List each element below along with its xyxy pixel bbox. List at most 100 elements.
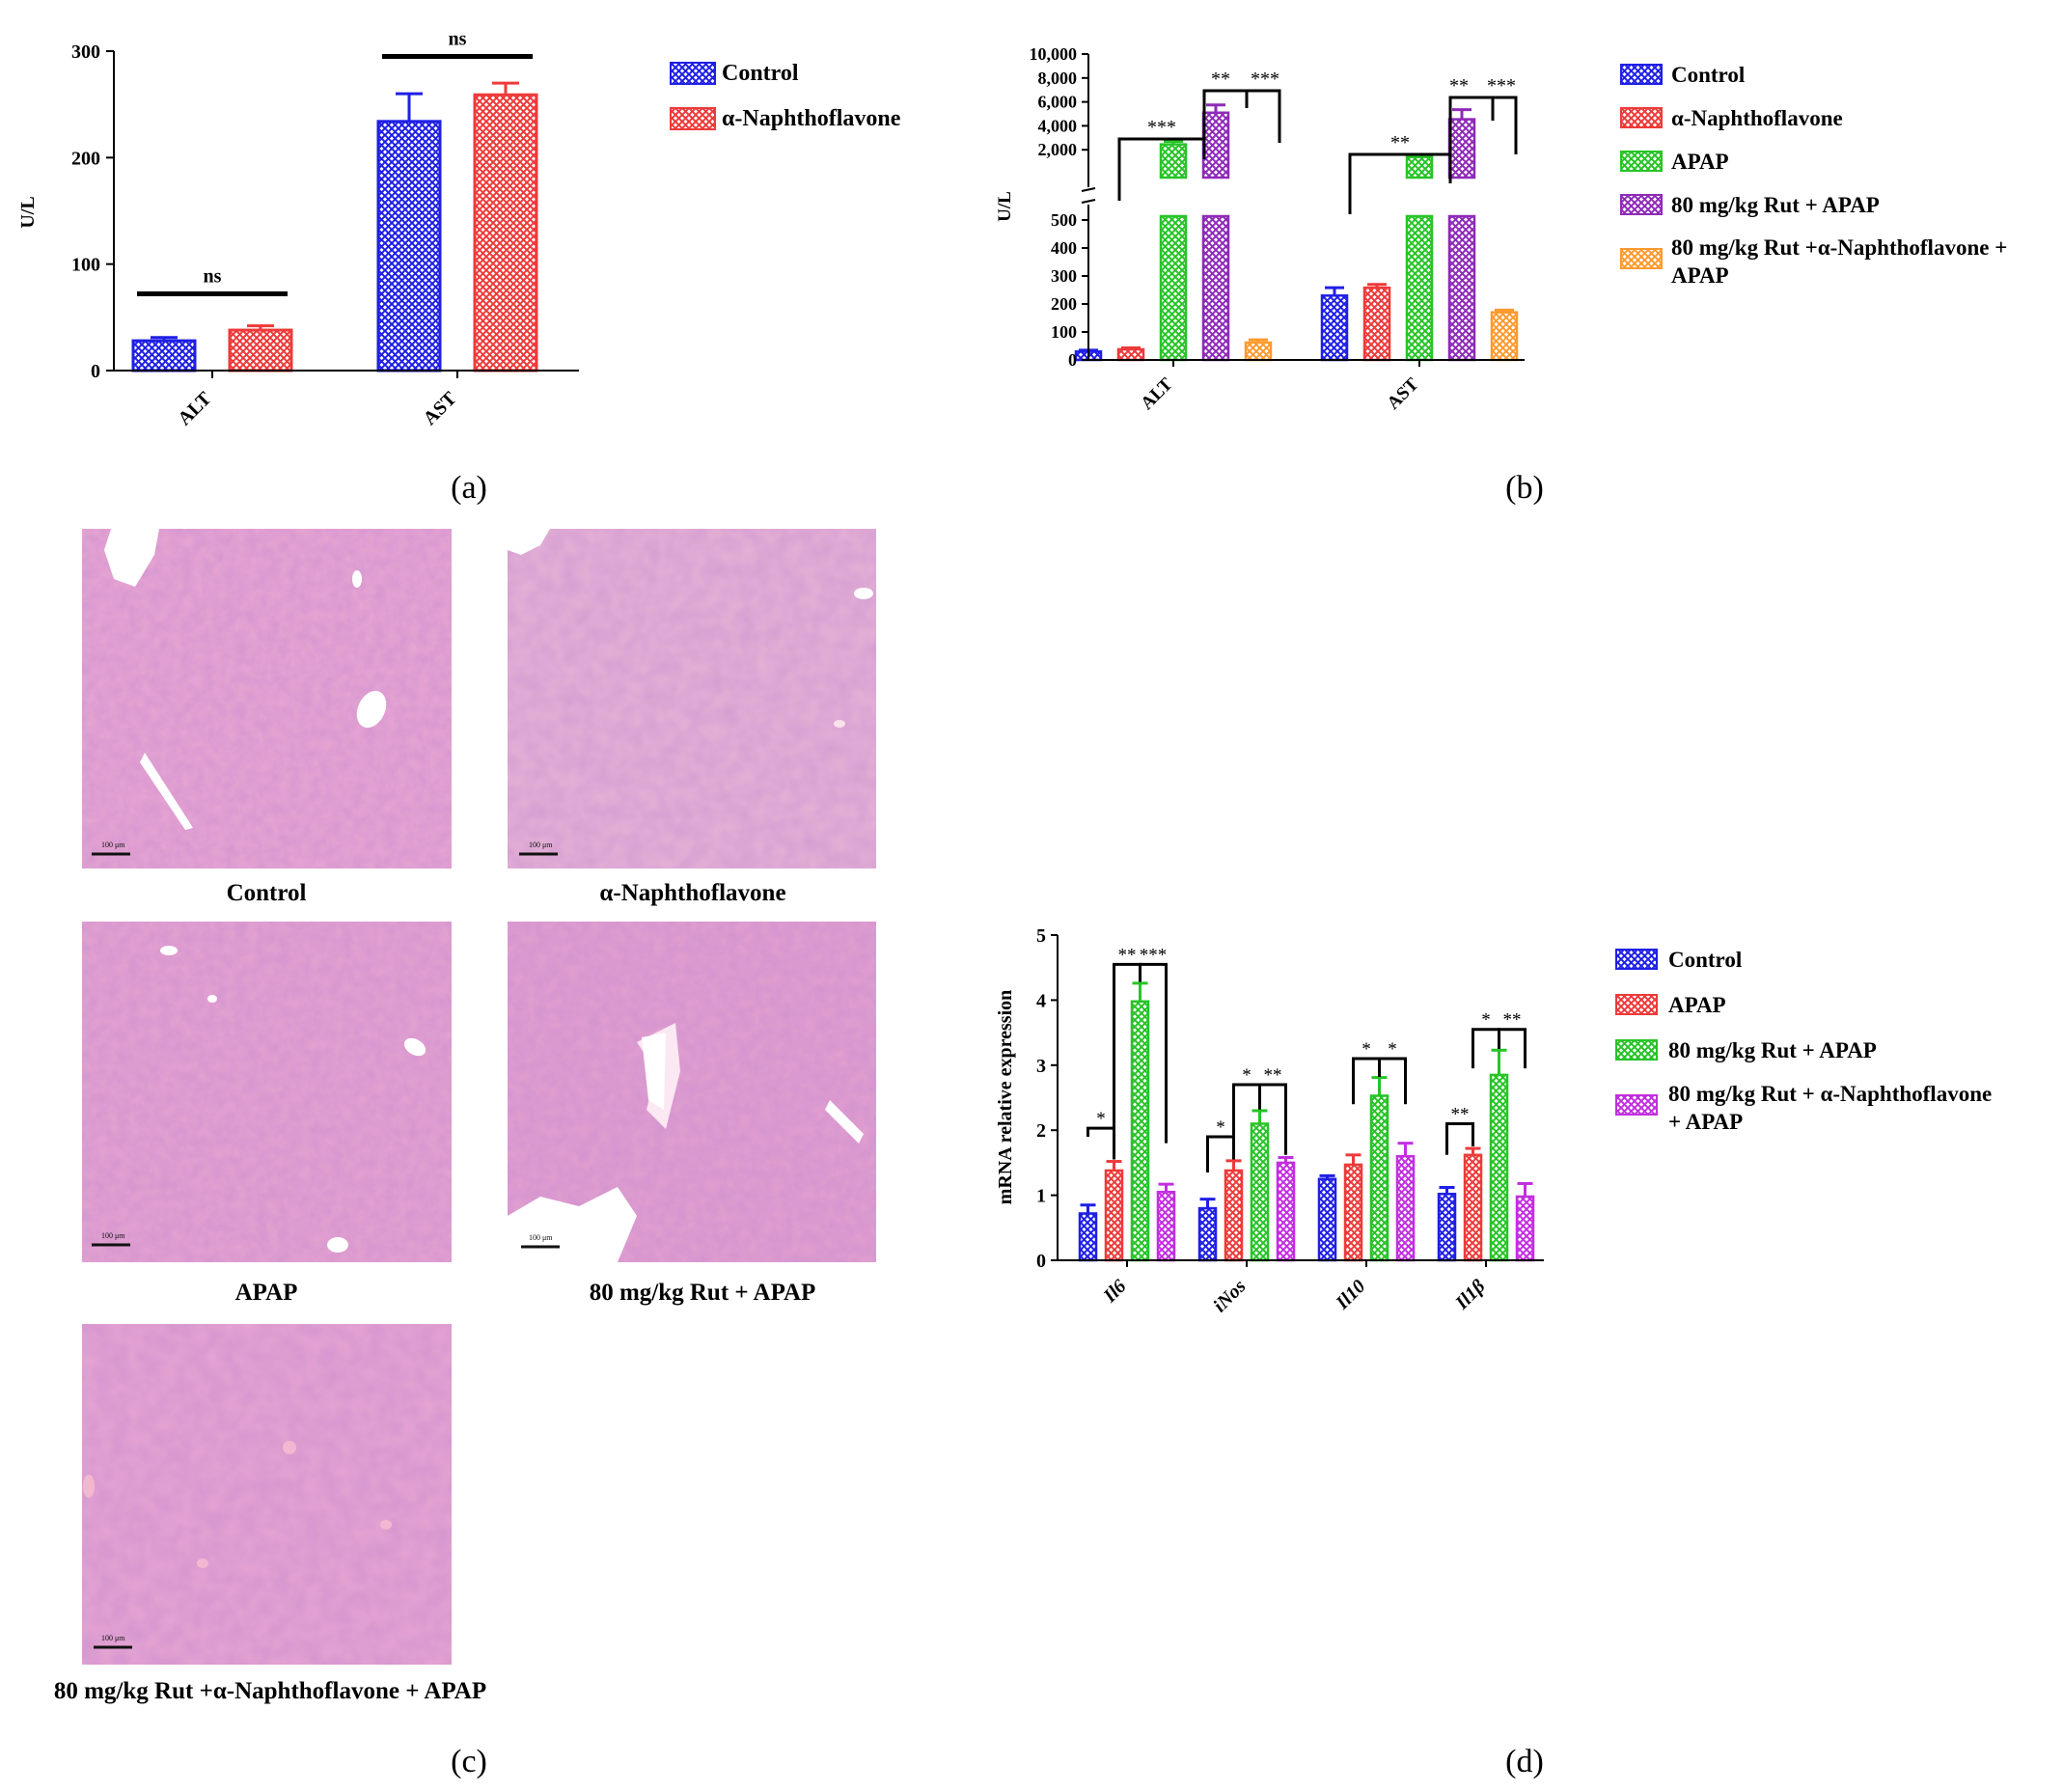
- bar-lower: [1447, 214, 1476, 362]
- significance-label: *: [1242, 1065, 1252, 1086]
- y-axis-label: U/L: [995, 191, 1015, 222]
- y-tick-label: 6,000: [1038, 93, 1078, 112]
- x-tick-label: Il1β: [1451, 1275, 1491, 1314]
- significance-label: *: [1481, 1010, 1491, 1031]
- significance-label: *: [1388, 1039, 1397, 1060]
- significance-label: **: [1264, 1065, 1282, 1086]
- legend-swatch-rut-apap: [1615, 1039, 1658, 1061]
- y-tick-label: 200: [1051, 294, 1077, 314]
- histology-image-rut-apap: 100 μm: [508, 922, 876, 1262]
- legend-label: Control: [1671, 63, 1745, 87]
- bar: [1362, 286, 1391, 362]
- scale-bar-label: 100 μm: [101, 1634, 125, 1642]
- panel-a-chart: ns ns 0 100 200 300 ALT AST U/L: [17, 29, 579, 430]
- bar-upper: [1159, 143, 1188, 179]
- significance-bracket: [1498, 1028, 1527, 1069]
- legend-swatch-control: [1620, 64, 1663, 85]
- x-tick-label: Il10: [1332, 1276, 1370, 1314]
- histology-caption: Control: [227, 880, 307, 906]
- bar-lower: [1201, 214, 1230, 362]
- bar: [1078, 1212, 1098, 1262]
- bar: [1276, 1161, 1296, 1262]
- histology-caption: α-Naphthoflavone: [599, 880, 785, 906]
- y-axis-label: U/L: [17, 196, 39, 228]
- bar-upper: [1447, 118, 1476, 179]
- significance-bracket: [1378, 1057, 1407, 1105]
- legend-swatch-rut-naphthoflavone-apap: [1615, 1094, 1658, 1116]
- legend-label: APAP: [1668, 993, 1726, 1017]
- bar: [1463, 1153, 1483, 1262]
- legend-label: 80 mg/kg Rut + α-Naphthoflavone: [1668, 1082, 1992, 1106]
- bar: [1317, 1177, 1337, 1262]
- bar: [473, 93, 538, 372]
- y-axis-label: mRNA relative expression: [995, 990, 1016, 1205]
- bar: [1156, 1190, 1176, 1262]
- legend-label: 80 mg/kg Rut + APAP: [1671, 193, 1880, 217]
- bar: [376, 120, 442, 372]
- y-tick-label: 0: [1036, 1251, 1046, 1272]
- bar: [1515, 1195, 1535, 1262]
- legend-swatch-apap: [1615, 994, 1658, 1015]
- significance-bracket: [1087, 1126, 1115, 1160]
- legend-swatch-naphthoflavone: [670, 107, 716, 130]
- y-tick-label: 5: [1036, 925, 1046, 947]
- significance-label: **: [1451, 1104, 1470, 1124]
- bar: [1104, 1169, 1124, 1262]
- bar: [228, 328, 293, 372]
- y-tick-label: 3: [1036, 1056, 1046, 1077]
- y-tick-label: 200: [71, 148, 100, 169]
- significance-label: ***: [1140, 945, 1168, 965]
- panel-d-legend: Control APAP 80 mg/kg Rut + APAP 80 mg/k…: [1615, 948, 1992, 1134]
- panel-label-c: (c): [451, 1744, 487, 1779]
- legend-swatch-control: [1615, 949, 1658, 970]
- histology-image-apap: 100 μm: [82, 922, 452, 1262]
- x-tick-label: iNos: [1209, 1276, 1250, 1316]
- significance-label: **: [1118, 945, 1137, 965]
- significance-bracket: [1245, 89, 1281, 143]
- bar: [1490, 311, 1519, 362]
- y-tick-label: 400: [1051, 238, 1077, 258]
- significance-label: ***: [1251, 69, 1279, 90]
- legend-label: APAP: [1671, 150, 1729, 174]
- y-tick-label: 300: [1051, 266, 1077, 286]
- histology-caption: APAP: [235, 1280, 298, 1306]
- histology-caption: 80 mg/kg Rut + APAP: [590, 1280, 816, 1306]
- bar: [1224, 1169, 1244, 1262]
- significance-bracket: [1445, 1121, 1474, 1155]
- panel-label-b: (b): [1505, 470, 1544, 506]
- legend-swatch-control: [670, 62, 716, 85]
- legend-label: 80 mg/kg Rut +α-Naphthoflavone +: [1671, 235, 2007, 260]
- bar-lower: [1159, 214, 1188, 362]
- x-tick-label: Il6: [1099, 1276, 1131, 1308]
- legend-label: + APAP: [1668, 1110, 1743, 1134]
- histology-image-control: 100 μm: [82, 529, 452, 868]
- bar: [1437, 1193, 1457, 1262]
- significance-label: ns: [449, 29, 467, 50]
- bar-upper: [1201, 111, 1230, 179]
- significance-label: ***: [1487, 75, 1516, 96]
- significance-label: **: [1449, 75, 1469, 96]
- y-tick-label: 0: [91, 361, 100, 382]
- y-tick-label: 1: [1036, 1186, 1046, 1207]
- significance-label: ***: [1147, 117, 1176, 138]
- x-tick-label: AST: [419, 388, 461, 430]
- y-tick-label: 0: [1068, 350, 1077, 370]
- scale-bar-label: 100 μm: [529, 1233, 553, 1242]
- y-tick-label: 300: [71, 41, 100, 63]
- bar: [1250, 1122, 1270, 1262]
- significance-label: *: [1216, 1117, 1225, 1138]
- bar: [1244, 341, 1273, 362]
- legend-label: 80 mg/kg Rut + APAP: [1668, 1038, 1877, 1062]
- bar: [1320, 294, 1349, 362]
- y-tick-label: 4: [1036, 990, 1046, 1011]
- panel-a-legend: Control α-Naphthoflavone: [670, 61, 901, 131]
- legend-swatch-naphthoflavone: [1620, 107, 1663, 128]
- y-tick-label: 2,000: [1038, 140, 1078, 159]
- bar: [1130, 1000, 1150, 1262]
- bar: [1489, 1073, 1509, 1262]
- bar: [1343, 1163, 1363, 1262]
- legend-label: APAP: [1671, 263, 1729, 288]
- y-tick-label: 100: [71, 255, 100, 276]
